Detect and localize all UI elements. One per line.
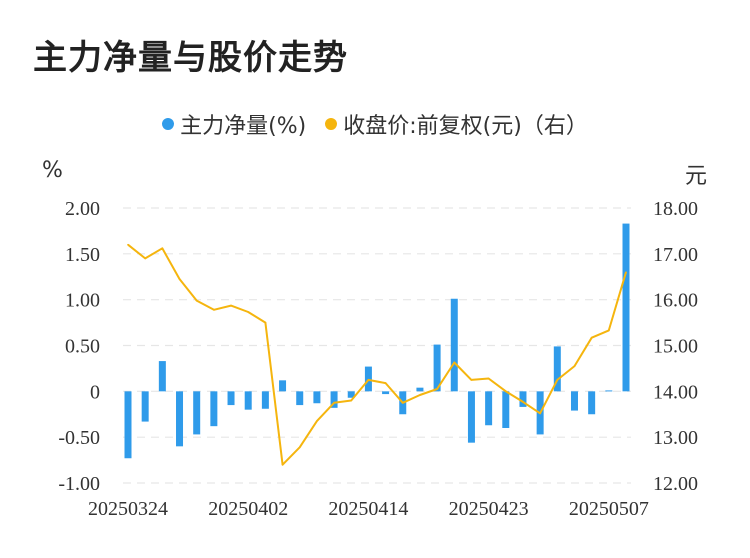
legend-close-price-label: 收盘价:前复权(元)（右） <box>343 114 588 139</box>
close-price-point <box>298 446 301 449</box>
left-tick-label: -0.50 <box>58 427 100 449</box>
legend-close-price-dot-icon <box>325 118 338 130</box>
net-flow-bar <box>313 391 321 404</box>
net-flow-bar <box>467 391 475 443</box>
left-tick-label: 1.00 <box>65 290 100 312</box>
close-price-line <box>127 243 627 466</box>
net-flow-bar <box>176 391 184 447</box>
net-flow-bar <box>605 390 613 392</box>
net-flow-bar <box>502 391 510 428</box>
net-flow-bar <box>570 391 578 411</box>
close-price-point <box>470 379 473 381</box>
x-tick-label: 20250324 <box>88 498 168 520</box>
left-tick-label: 0 <box>90 381 100 403</box>
net-flow-bar <box>450 298 458 392</box>
close-price-point <box>350 399 353 402</box>
net-flow-bar <box>330 391 338 408</box>
net-flow-bar <box>193 391 201 435</box>
close-price-point <box>590 336 593 339</box>
left-tick-label: 0.50 <box>65 336 100 358</box>
net-flow-bar <box>124 391 132 459</box>
right-axis-unit: 元 <box>685 164 708 189</box>
close-price-point <box>625 271 627 273</box>
close-price-point <box>247 311 250 313</box>
close-price-point <box>195 299 198 302</box>
net-flow-bar <box>382 391 390 395</box>
net-flow-bar <box>158 361 166 392</box>
gridlines <box>123 207 631 484</box>
right-tick-label: 16.00 <box>653 290 698 312</box>
close-price-point <box>556 379 559 381</box>
close-price-point <box>316 420 318 422</box>
close-price-point <box>264 321 267 324</box>
net-flow-bar <box>588 391 596 415</box>
right-tick-label: 14.00 <box>653 381 698 403</box>
close-price-point <box>401 401 404 404</box>
net-flow-bar <box>141 391 149 422</box>
net-flow-bar <box>622 223 630 392</box>
x-tick-label: 20250423 <box>449 498 529 520</box>
left-axis-unit: % <box>42 158 63 183</box>
left-tick-label: 2.00 <box>65 198 100 220</box>
net-flow-bar <box>227 391 235 406</box>
close-price-point <box>333 401 335 404</box>
net-flow-bar <box>210 391 218 427</box>
net-flow-bar <box>519 391 527 407</box>
legend-net-flow-label: 主力净量(%) <box>180 114 307 139</box>
x-axis-ticks: 20250324 20250402 20250414 20250423 20250507 <box>88 498 649 520</box>
chart-title: 主力净量与股价走势 <box>33 38 348 78</box>
close-price-point <box>436 388 438 390</box>
close-price-point <box>419 394 421 396</box>
net-flow-bar <box>279 380 287 392</box>
net-flow-bar <box>433 344 441 392</box>
legend-item-net-flow[interactable]: 主力净量(%) <box>162 108 306 140</box>
right-tick-label: 18.00 <box>653 198 698 220</box>
right-tick-label: 15.00 <box>653 336 698 358</box>
net-flow-bar <box>261 391 269 409</box>
net-flow-bars <box>124 223 630 459</box>
close-price-point <box>144 257 146 260</box>
close-price-point <box>453 361 456 364</box>
net-flow-bar <box>296 391 304 406</box>
close-price-series-line <box>127 243 627 466</box>
x-tick-label: 20250414 <box>328 498 408 520</box>
close-price-point <box>213 308 215 311</box>
close-price-point <box>522 401 524 403</box>
close-price-point <box>384 382 387 384</box>
right-tick-label: 13.00 <box>653 427 698 449</box>
net-flow-bar <box>347 391 355 398</box>
close-price-point <box>539 412 541 415</box>
net-flow-bar <box>416 387 424 392</box>
close-price-point <box>281 463 284 466</box>
left-tick-label: 1.50 <box>65 244 100 266</box>
close-price-point <box>127 243 129 246</box>
legend: 主力净量(%) 收盘价:前复权(元)（右） <box>0 108 750 140</box>
right-tick-label: 17.00 <box>653 244 698 266</box>
left-tick-label: -1.00 <box>58 473 100 495</box>
legend-item-close-price[interactable]: 收盘价:前复权(元)（右） <box>325 108 588 140</box>
right-axis-ticks: 18.00 17.00 16.00 15.00 14.00 13.00 12.00 <box>653 198 698 495</box>
net-flow-bar <box>244 391 252 410</box>
close-price-point <box>487 377 490 380</box>
legend-net-flow-dot-icon <box>162 118 175 130</box>
close-price-point <box>161 247 164 250</box>
left-axis-ticks: 2.00 1.50 1.00 0.50 0 -0.50 -1.00 <box>58 198 100 495</box>
close-price-point <box>504 390 507 393</box>
x-tick-label: 20250402 <box>208 498 288 520</box>
net-flow-bar <box>553 346 561 392</box>
close-price-point <box>367 379 370 381</box>
x-tick-label: 20250507 <box>569 498 649 520</box>
right-tick-label: 12.00 <box>653 473 698 495</box>
close-price-point <box>573 365 576 367</box>
close-price-point <box>608 329 610 332</box>
close-price-point <box>230 304 232 307</box>
close-price-point <box>178 278 181 280</box>
net-flow-bar <box>485 391 493 426</box>
